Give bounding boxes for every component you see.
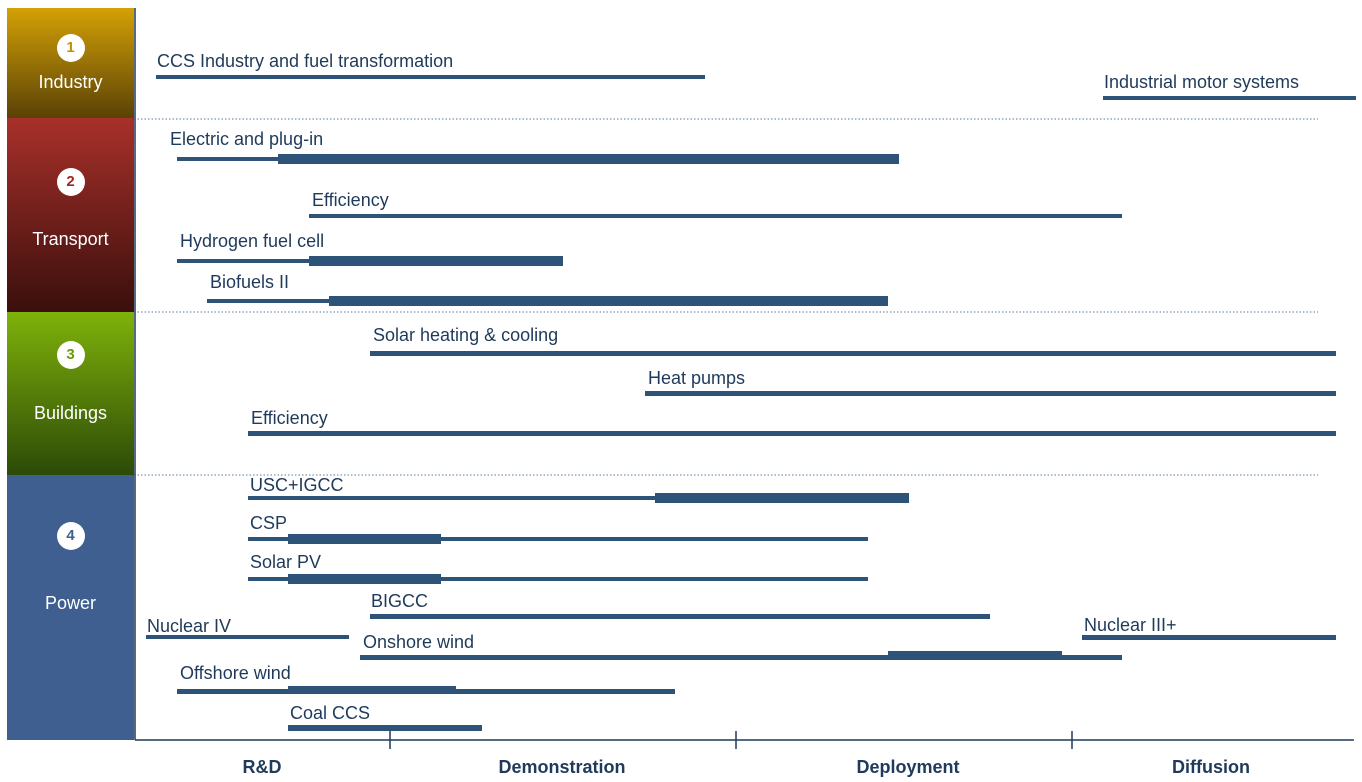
bar-hydrogen-thin <box>177 259 310 263</box>
tech-label-nuclear-iv: Nuclear IV <box>147 616 232 636</box>
tech-label-industrial-motor: Industrial motor systems <box>1104 72 1300 92</box>
tech-label-offshore-wind: Offshore wind <box>180 663 291 683</box>
tech-label-solar-pv: Solar PV <box>250 552 322 572</box>
bar-usc-thin <box>248 496 656 500</box>
sector-box-transport <box>7 118 134 312</box>
sector-badge-transport: 2 <box>56 168 85 196</box>
bar-nuclear-iii <box>1082 635 1336 640</box>
sector-box-industry <box>7 8 134 118</box>
tech-label-nuclear-iii: Nuclear III+ <box>1084 615 1177 635</box>
phase-label-rd: R&D <box>242 757 282 777</box>
bar-usc-thick <box>655 493 909 503</box>
phase-label-demonstration: Demonstration <box>498 757 626 777</box>
bar-onshore-thick <box>888 651 1062 660</box>
bar-heat-pumps <box>645 391 1336 396</box>
bar-electric-thin <box>177 157 279 161</box>
tech-label-coal-ccs: Coal CCS <box>290 703 371 723</box>
tech-label-solar-heating: Solar heating & cooling <box>373 325 559 345</box>
tech-label-electric-plugin: Electric and plug-in <box>170 129 324 149</box>
bar-electric-thick <box>278 154 899 164</box>
bar-csp-thick <box>288 534 441 544</box>
bar-bigcc <box>370 614 990 619</box>
bar-industrial-motor <box>1103 96 1356 100</box>
bar-coal-ccs <box>288 725 482 731</box>
tech-label-buildings-efficiency: Efficiency <box>251 408 328 428</box>
sector-badge-industry: 1 <box>56 34 85 62</box>
bar-offshore-thick <box>288 686 456 694</box>
bar-solarpv-thin <box>248 577 868 581</box>
sector-transport: 2 Transport <box>7 118 134 312</box>
sector-box-power <box>7 475 134 740</box>
sector-box-buildings <box>7 312 134 475</box>
tech-label-hydrogen: Hydrogen fuel cell <box>180 231 325 251</box>
phase-label-diffusion: Diffusion <box>1172 757 1250 777</box>
bar-csp-thin <box>248 537 868 541</box>
bar-hydrogen-thick <box>309 256 563 266</box>
tech-label-usc-igcc: USC+IGCC <box>250 475 344 495</box>
bar-onshore-thin <box>360 655 1122 660</box>
sector-badge-power: 4 <box>56 522 85 550</box>
tech-label-ccs-industry: CCS Industry and fuel transformation <box>157 51 454 71</box>
bar-solar-heating <box>370 351 1336 356</box>
sector-buildings: 3 Buildings <box>7 312 134 475</box>
tech-label-biofuels: Biofuels II <box>210 272 290 292</box>
bar-transport-efficiency <box>309 214 1122 218</box>
phase-label-deployment: Deployment <box>856 757 960 777</box>
tech-label-transport-efficiency: Efficiency <box>312 190 389 210</box>
bar-biofuels-thin <box>207 299 330 303</box>
tech-label-heat-pumps: Heat pumps <box>648 368 746 388</box>
sector-name-buildings: Buildings <box>33 403 108 423</box>
sector-name-power: Power <box>44 593 97 613</box>
tech-label-csp: CSP <box>250 513 288 533</box>
bar-buildings-efficiency <box>248 431 1336 436</box>
bar-solarpv-thick <box>288 574 441 584</box>
sector-name-industry: Industry <box>38 72 103 92</box>
tech-label-onshore-wind: Onshore wind <box>363 632 475 652</box>
sector-name-transport: Transport <box>32 229 109 249</box>
sector-industry: 1 Industry <box>7 8 134 118</box>
bar-nuclear-iv <box>146 635 349 639</box>
bar-biofuels-thick <box>329 296 888 306</box>
sector-power: 4 Power <box>7 475 134 740</box>
sector-badge-buildings: 3 <box>56 341 85 369</box>
tech-label-bigcc: BIGCC <box>371 591 429 611</box>
bar-ccs-industry <box>156 75 705 79</box>
